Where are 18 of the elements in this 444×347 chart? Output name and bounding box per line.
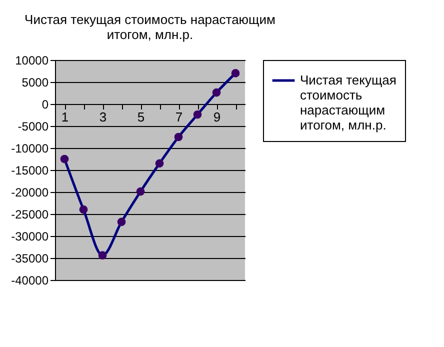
y-tick-label: -20000 xyxy=(11,186,49,200)
y-tick-label: -30000 xyxy=(11,230,49,244)
y-tick-label: 10000 xyxy=(15,54,49,68)
x-tick-label: 9 xyxy=(213,110,221,124)
y-tick-label: 0 xyxy=(42,98,49,112)
x-tick-label: 5 xyxy=(137,110,145,124)
legend-label: Чистая текущая стоимость нарастающим итогом, млн.р. xyxy=(300,72,396,132)
y-tick-label: -25000 xyxy=(11,208,49,222)
y-tick-label: -10000 xyxy=(11,142,49,156)
y-tick-label: 5000 xyxy=(22,76,49,90)
x-tick-label: 7 xyxy=(175,110,183,124)
chart-title: Чистая текущая стоимость нарастающим итогом, млн.р. xyxy=(24,12,276,42)
y-tick-label: -15000 xyxy=(11,164,49,178)
x-tick-label: 1 xyxy=(61,110,69,124)
x-tick-label: 3 xyxy=(99,110,107,124)
y-tick-label: -35000 xyxy=(11,252,49,266)
y-tick-label: -5000 xyxy=(18,120,49,134)
y-tick-label: -40000 xyxy=(11,274,49,288)
